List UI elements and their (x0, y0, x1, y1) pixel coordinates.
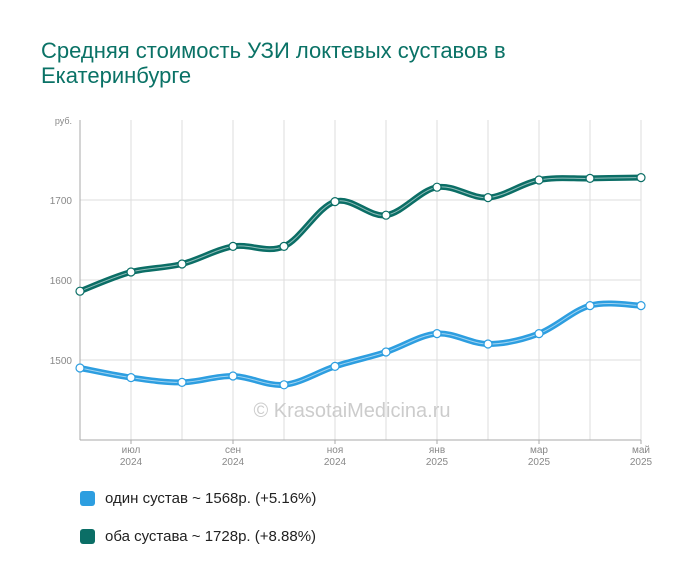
x-tick-label: июл (122, 445, 141, 456)
series-line-highlight (79, 177, 642, 292)
data-point (126, 267, 136, 277)
data-point (330, 197, 340, 207)
data-point (177, 259, 187, 269)
legend-item-both-joints[interactable]: оба сустава ~ 1728р. (+8.88%) (80, 526, 316, 546)
x-tick-year-label: 2025 (528, 457, 551, 468)
data-point (279, 241, 289, 251)
data-point (585, 173, 595, 183)
data-point (228, 241, 238, 251)
legend-swatch (80, 528, 95, 544)
data-point (636, 173, 646, 183)
y-tick-label: 1700 (50, 196, 73, 207)
legend-label: оба сустава ~ 1728р. (+8.88%) (105, 527, 317, 545)
x-tick-label: янв (429, 445, 445, 456)
y-tick-label: 1600 (50, 276, 73, 287)
data-point (381, 347, 391, 357)
data-point (75, 363, 85, 373)
x-tick-label: май (632, 445, 650, 456)
data-point (228, 371, 238, 381)
x-tick-label: мар (530, 445, 548, 456)
data-point (534, 329, 544, 339)
x-tick-year-label: 2025 (426, 457, 449, 468)
data-point (636, 301, 646, 311)
data-point (432, 182, 442, 192)
data-point (381, 210, 391, 220)
legend-item-one-joint[interactable]: один сустав ~ 1568р. (+5.16%) (80, 488, 316, 508)
x-tick-year-label: 2025 (630, 457, 653, 468)
y-tick-label: 1500 (50, 356, 73, 367)
series (75, 173, 646, 390)
data-point (585, 301, 595, 311)
series-line-2 (77, 174, 644, 295)
data-point (330, 361, 340, 371)
y-unit-label: руб. (55, 116, 72, 126)
chart-title: Средняя стоимость УЗИ локтевых суставов … (41, 38, 506, 88)
legend-swatch (80, 490, 95, 506)
x-tick-year-label: 2024 (222, 457, 245, 468)
x-tick-year-label: 2024 (120, 457, 143, 468)
watermark: © KrasotaiMedicina.ru (253, 400, 450, 422)
series-line-highlight (79, 303, 642, 386)
data-point (483, 339, 493, 349)
data-point (534, 175, 544, 185)
grid (79, 120, 642, 440)
x-tick-label: ноя (327, 445, 344, 456)
data-point (432, 329, 442, 339)
x-tick-label: сен (225, 445, 241, 456)
data-point (177, 377, 187, 387)
data-point (126, 373, 136, 383)
data-point (483, 193, 493, 203)
x-tick-year-label: 2024 (324, 457, 347, 468)
axes: 150016001700руб.июл2024сен2024ноя2024янв… (50, 116, 653, 468)
legend: один сустав ~ 1568р. (+5.16%) оба сустав… (80, 488, 316, 564)
data-point (75, 286, 85, 296)
data-point (279, 380, 289, 390)
series-line-1 (77, 300, 644, 388)
legend-label: один сустав ~ 1568р. (+5.16%) (105, 489, 317, 507)
